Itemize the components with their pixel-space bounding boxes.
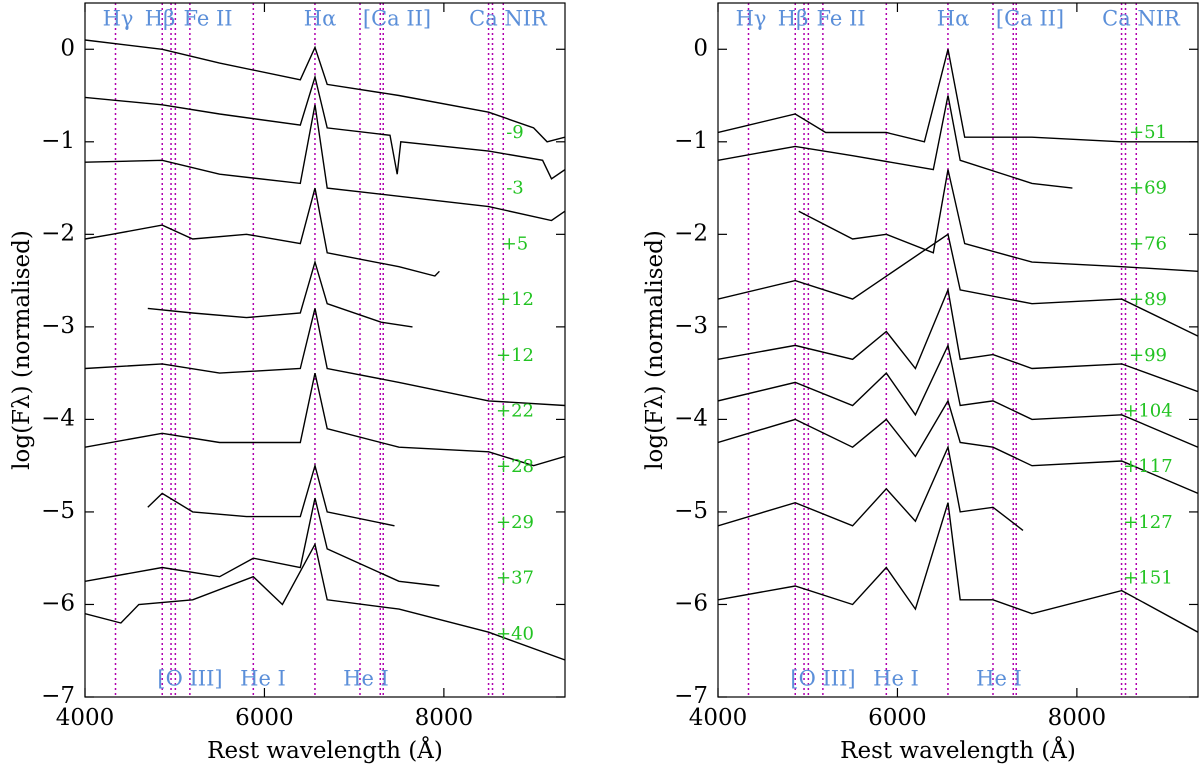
epoch-label: +5: [502, 233, 529, 254]
y-tick-label: −7: [674, 683, 708, 709]
y-tick-label: −5: [41, 498, 75, 524]
line-label: He I: [873, 667, 919, 691]
x-tick-label: 8000: [415, 705, 474, 731]
y-axis-label: log(Fλ) (normalised): [642, 230, 668, 470]
axes-frame: [84, 2, 566, 698]
epoch-label: +37: [496, 568, 534, 589]
line-label: [O III]: [157, 667, 222, 691]
y-tick-label: −2: [674, 220, 708, 246]
line-label: [Ca II]: [996, 7, 1064, 31]
spectrum: [718, 502, 1198, 633]
epoch-label: +51: [1129, 122, 1167, 143]
spectrum: [85, 372, 565, 467]
spectrum: [718, 49, 1198, 143]
line-label: Fe II: [816, 7, 865, 31]
line-label: [Ca II]: [363, 7, 431, 31]
epoch-label: +69: [1129, 178, 1167, 199]
x-axis-label: Rest wavelength (Å): [840, 736, 1076, 764]
spectrum: [798, 169, 1198, 272]
y-tick-label: −1: [41, 128, 75, 154]
spectrum: [85, 308, 565, 407]
y-tick-label: −6: [674, 590, 708, 616]
y-tick-label: −6: [41, 590, 75, 616]
line-label: Hβ: [778, 7, 808, 31]
spectrum: [85, 187, 440, 277]
spectrum: [85, 39, 565, 143]
y-tick-label: 0: [693, 35, 708, 61]
y-tick-label: −3: [674, 313, 708, 339]
x-axis-label: Rest wavelength (Å): [207, 736, 443, 764]
line-label: He I: [343, 667, 389, 691]
y-tick-label: −4: [674, 405, 708, 431]
line-label: Hα: [304, 7, 337, 31]
spectrum: [85, 542, 565, 661]
plot-area: [85, 3, 565, 697]
line-label: Hβ: [145, 7, 175, 31]
spectrum: [718, 444, 1024, 531]
epoch-label: +104: [1123, 401, 1172, 422]
line-label: Hγ: [736, 7, 767, 31]
spectrum: [718, 95, 1073, 189]
epoch-label: +99: [1129, 345, 1167, 366]
spectrum: [718, 343, 1198, 448]
x-tick-label: 6000: [868, 705, 927, 731]
spectrum: [85, 74, 565, 180]
line-label: Hγ: [103, 7, 134, 31]
y-axis-label: log(Fλ) (normalised): [9, 230, 35, 470]
line-label: He I: [240, 667, 286, 691]
line-label: He I: [976, 667, 1022, 691]
line-label: Fe II: [183, 7, 232, 31]
epoch-label: +40: [496, 623, 534, 644]
plot-area: [718, 3, 1198, 697]
epoch-label: +151: [1123, 568, 1172, 589]
line-label: Hα: [937, 7, 970, 31]
epoch-label: +89: [1129, 289, 1167, 310]
line-label: Ca NIR: [469, 7, 548, 31]
y-tick-label: −3: [41, 313, 75, 339]
spectrum: [718, 287, 1198, 393]
epoch-label: -3: [506, 178, 524, 199]
y-tick-label: −2: [41, 220, 75, 246]
epoch-label: +127: [1123, 512, 1172, 533]
x-tick-label: 6000: [235, 705, 294, 731]
y-tick-label: 0: [60, 35, 75, 61]
line-label: [O III]: [790, 667, 855, 691]
spectrum: [147, 259, 413, 328]
y-tick-label: −5: [674, 498, 708, 524]
y-tick-label: −7: [41, 683, 75, 709]
spectrum: [718, 233, 1198, 337]
epoch-label: +22: [496, 401, 534, 422]
x-tick-label: 8000: [1048, 705, 1107, 731]
y-tick-label: −1: [674, 128, 708, 154]
line-label: Ca NIR: [1102, 7, 1181, 31]
epoch-label: +76: [1129, 233, 1167, 254]
epoch-label: +12: [496, 289, 534, 310]
epoch-label: +117: [1123, 456, 1172, 477]
spectrum: [85, 104, 565, 222]
spectrum: [718, 399, 1198, 495]
spectrum: [147, 463, 395, 527]
spectrum: [85, 497, 440, 587]
y-tick-label: −4: [41, 405, 75, 431]
epoch-label: +29: [496, 512, 534, 533]
x-tick-label: 4000: [56, 705, 115, 731]
axes-frame: [717, 2, 1199, 698]
epoch-label: +28: [496, 456, 534, 477]
epoch-label: +12: [496, 345, 534, 366]
x-tick-label: 4000: [689, 705, 748, 731]
epoch-label: -9: [506, 122, 524, 143]
